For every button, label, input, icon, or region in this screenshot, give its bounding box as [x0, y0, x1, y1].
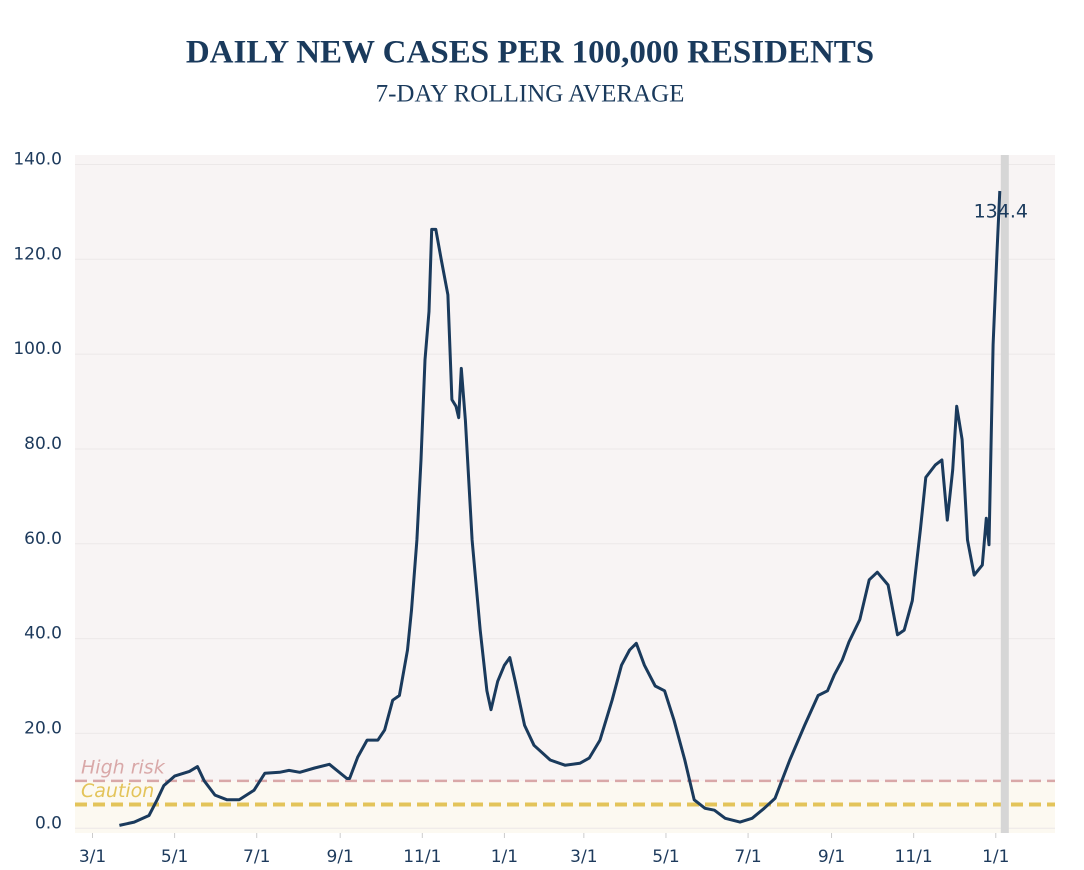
x-tick-label: 1/1	[491, 847, 518, 867]
current-marker	[1000, 155, 1009, 833]
y-tick-label: 40.0	[24, 624, 62, 644]
low-zone	[75, 780, 1055, 833]
threshold-label: Caution	[81, 780, 154, 802]
threshold-label: High risk	[81, 756, 166, 778]
x-tick-label: 3/1	[570, 847, 597, 867]
y-tick-label: 0.0	[35, 813, 62, 833]
chart-title: DAILY NEW CASES PER 100,000 RESIDENTS	[186, 35, 874, 71]
last-value-label: 134.4	[974, 201, 1028, 223]
y-tick-label: 80.0	[24, 434, 62, 454]
y-tick-label: 140.0	[13, 149, 62, 169]
x-tick-label: 9/1	[818, 847, 845, 867]
plot-area	[75, 155, 1055, 833]
x-tick-label: 7/1	[243, 847, 270, 867]
y-tick-label: 120.0	[13, 244, 62, 264]
x-tick-label: 5/1	[652, 847, 679, 867]
x-tick-label: 5/1	[161, 847, 188, 867]
series-line	[119, 190, 1002, 827]
x-tick-label: 7/1	[734, 847, 761, 867]
y-tick-label: 20.0	[24, 718, 62, 738]
x-tick-label: 1/1	[982, 847, 1009, 867]
chart-subtitle: 7-DAY ROLLING AVERAGE	[376, 81, 685, 108]
y-tick-label: 100.0	[13, 339, 62, 359]
x-tick-label: 3/1	[79, 847, 106, 867]
x-tick-label: 11/1	[403, 847, 441, 867]
y-tick-label: 60.0	[24, 529, 62, 549]
x-tick-label: 9/1	[327, 847, 354, 867]
x-tick-label: 11/1	[895, 847, 933, 867]
